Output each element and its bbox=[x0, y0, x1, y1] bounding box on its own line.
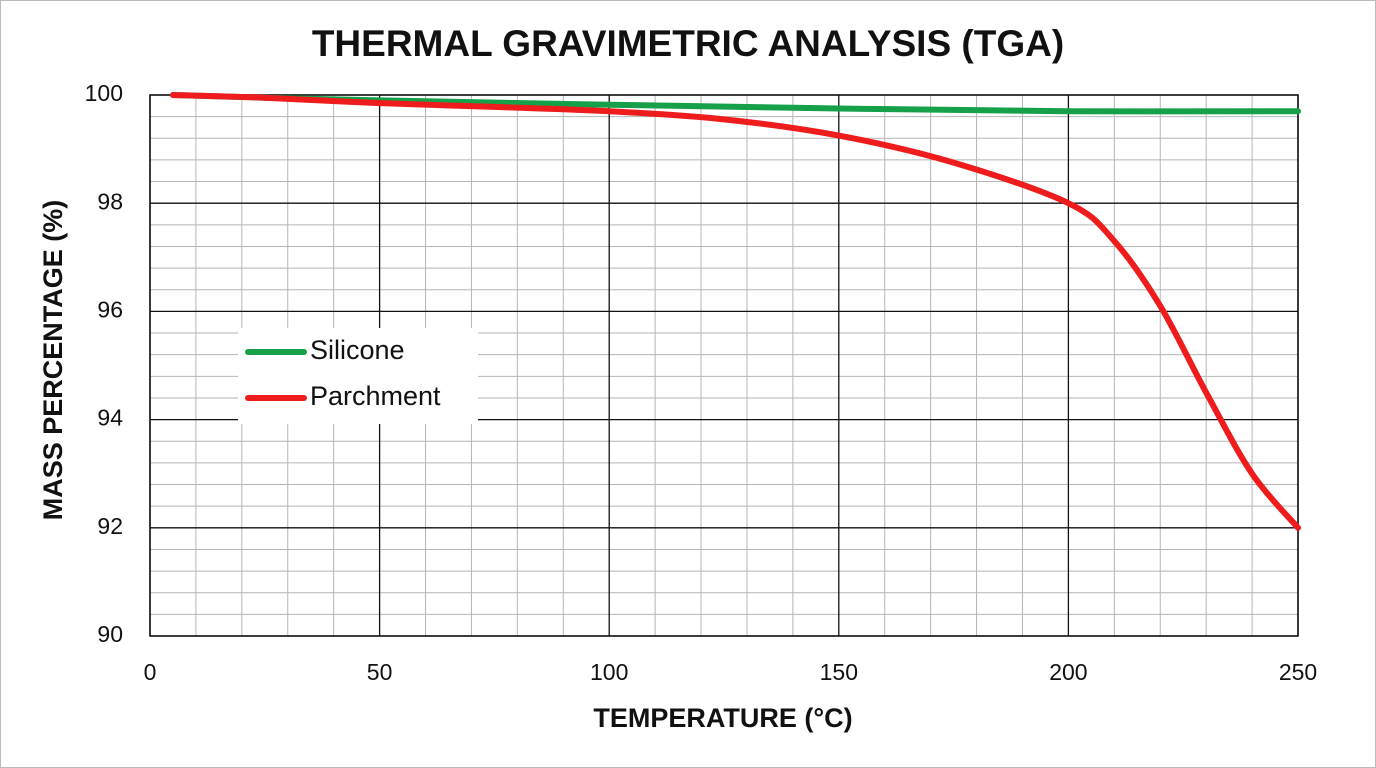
chart-title: THERMAL GRAVIMETRIC ANALYSIS (TGA) bbox=[312, 23, 1064, 64]
y-axis-title: MASS PERCENTAGE (%) bbox=[38, 200, 68, 521]
y-tick-label: 90 bbox=[97, 621, 123, 647]
x-axis-title: TEMPERATURE (°C) bbox=[593, 703, 852, 733]
grid bbox=[149, 94, 1299, 637]
plot-border bbox=[149, 94, 1299, 637]
x-tick-label: 100 bbox=[590, 659, 628, 685]
data-line bbox=[169, 92, 1301, 531]
legend-box bbox=[238, 328, 478, 424]
y-tick-label: 92 bbox=[97, 513, 123, 539]
y-tick-label: 100 bbox=[85, 80, 123, 106]
x-tick-label: 150 bbox=[820, 659, 858, 685]
x-tick-label: 250 bbox=[1279, 659, 1317, 685]
y-tick-label: 94 bbox=[97, 405, 123, 431]
legend: Silicone Parchment bbox=[238, 328, 478, 424]
x-tick-label: 0 bbox=[144, 659, 157, 685]
x-tick-label: 50 bbox=[367, 659, 393, 685]
y-tick-label: 98 bbox=[97, 188, 123, 214]
plot-lines bbox=[169, 92, 1301, 531]
ticks: 0 50 100 150 200 250 90 92 94 96 98 100 bbox=[85, 80, 1318, 685]
legend-label: Parchment bbox=[310, 381, 441, 411]
legend-label: Silicone bbox=[310, 335, 405, 365]
x-tick-label: 200 bbox=[1049, 659, 1087, 685]
y-tick-label: 96 bbox=[97, 296, 123, 322]
